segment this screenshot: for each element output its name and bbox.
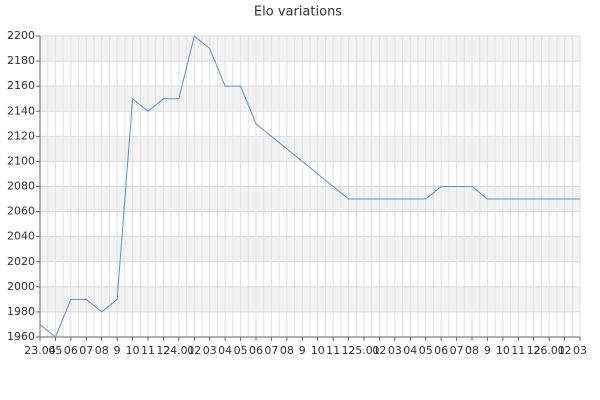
x-tick-label: 11 [141, 344, 155, 357]
x-tick-label: 06 [434, 344, 448, 357]
x-tick-label: 02 [558, 344, 572, 357]
x-tick-label: 26.01 [533, 344, 565, 357]
y-tick-label: 2000 [7, 280, 35, 293]
x-tick-label: 06 [64, 344, 78, 357]
x-tick-label: 9 [299, 344, 306, 357]
y-tick-label: 1980 [7, 305, 35, 318]
x-tick-label: 10 [496, 344, 510, 357]
x-tick-label: 06 [249, 344, 263, 357]
x-tick-label: 03 [573, 344, 587, 357]
y-tick-label: 2180 [7, 54, 35, 67]
x-tick-label: 07 [79, 344, 93, 357]
y-tick-label: 2060 [7, 205, 35, 218]
x-tick-label: 12 [527, 344, 541, 357]
y-tick-label: 2040 [7, 230, 35, 243]
x-tick-label: 9 [114, 344, 121, 357]
x-tick-label: 24.01 [163, 344, 195, 357]
x-tick-label: 25.01 [348, 344, 380, 357]
x-tick-label: 08 [95, 344, 109, 357]
y-tick-label: 2200 [7, 29, 35, 42]
x-tick-label: 07 [450, 344, 464, 357]
y-tick-label: 2020 [7, 255, 35, 268]
x-tick-label: 9 [484, 344, 491, 357]
x-tick-label: 04 [403, 344, 417, 357]
x-tick-label: 23.04 [24, 344, 56, 357]
y-tick-label: 2080 [7, 180, 35, 193]
y-tick-label: 2120 [7, 129, 35, 142]
x-tick-label: 02 [372, 344, 386, 357]
x-tick-label: 10 [311, 344, 325, 357]
y-tick-label: 2100 [7, 154, 35, 167]
x-tick-label: 10 [126, 344, 140, 357]
x-tick-label: 08 [280, 344, 294, 357]
x-tick-label: 12 [342, 344, 356, 357]
y-tick-label: 2160 [7, 79, 35, 92]
x-tick-label: 07 [264, 344, 278, 357]
x-tick-label: 04 [218, 344, 232, 357]
x-tick-label: 12 [156, 344, 170, 357]
x-tick-label: 05 [419, 344, 433, 357]
x-tick-label: 03 [203, 344, 217, 357]
x-tick-label: 02 [187, 344, 201, 357]
x-tick-label: 11 [511, 344, 525, 357]
chart-title: Elo variations [254, 5, 342, 20]
y-tick-label: 2140 [7, 104, 35, 117]
x-tick-label: 03 [388, 344, 402, 357]
x-tick-label: 11 [326, 344, 340, 357]
line-series [39, 35, 580, 338]
x-tick-label: 08 [465, 344, 479, 357]
x-tick-label: 05 [234, 344, 248, 357]
y-tick-label: 1960 [7, 330, 35, 343]
x-tick-label: 05 [48, 344, 62, 357]
